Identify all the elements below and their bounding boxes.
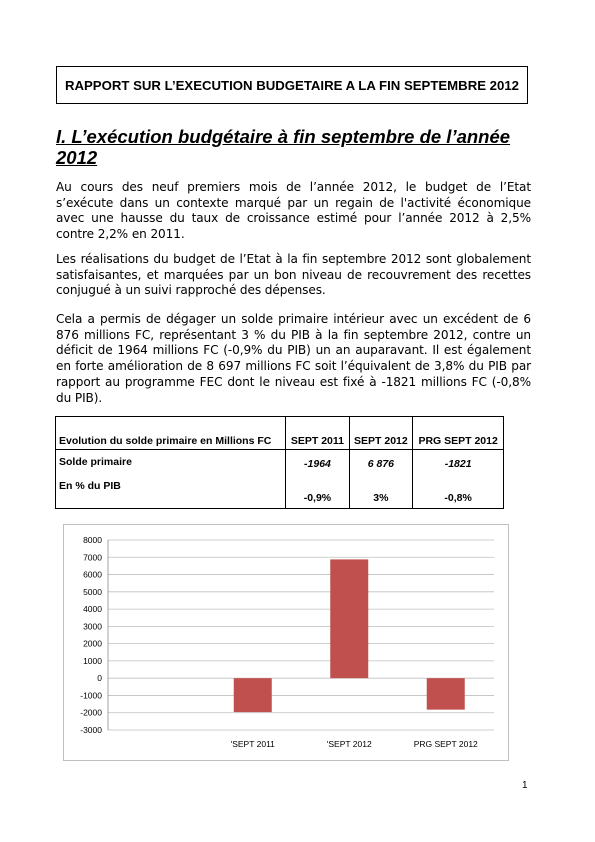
table-header-row: Evolution du solde primaire en Millions … bbox=[54, 416, 504, 450]
x-category-label: 'SEPT 2011 bbox=[231, 739, 276, 749]
page-number: 1 bbox=[522, 780, 528, 791]
y-tick-label: 6000 bbox=[83, 570, 102, 580]
bar-1 bbox=[233, 678, 272, 713]
y-tick-label: 3000 bbox=[83, 621, 102, 631]
bar-3 bbox=[426, 678, 465, 710]
chart-frame: 8000 7000 6000 5000 4000 3000 2000 1000 0 -1000 -2… bbox=[63, 524, 509, 761]
table-cell-sept-2012: 6 876 3% bbox=[348, 449, 414, 509]
solde-sept-2012: 6 876 bbox=[367, 458, 395, 470]
solde-primaire-chart: 8000 7000 6000 5000 4000 3000 2000 1000 0 -1000 -2… bbox=[80, 535, 494, 749]
table-cell-prg-sept-2012: -1821 -0,8% bbox=[412, 449, 504, 509]
bar-2 bbox=[330, 559, 369, 679]
paragraph-2: Les réalisations du budget de l’Etat à l… bbox=[56, 252, 531, 298]
solde-primaire-table: Evolution du solde primaire en Millions … bbox=[54, 416, 504, 509]
paragraph-3: Cela a permis de dégager un solde primai… bbox=[56, 312, 531, 405]
solde-prg-sept-2012: -1821 bbox=[444, 458, 472, 470]
pct-sept-2012: 3% bbox=[373, 492, 389, 504]
table-header-label: Evolution du solde primaire en Millions … bbox=[54, 416, 287, 450]
row-label-solde: Solde primaire bbox=[59, 456, 132, 468]
section-title: I. L’exécution budgétaire à fin septembr… bbox=[56, 126, 511, 168]
paragraph-1: Au cours des neuf premiers mois de l’ann… bbox=[56, 180, 531, 242]
table-header-sept-2012: SEPT 2012 bbox=[348, 416, 414, 450]
y-tick-label: -2000 bbox=[80, 708, 102, 718]
y-tick-label: -1000 bbox=[80, 690, 102, 700]
y-tick-label: 2000 bbox=[83, 639, 102, 649]
x-category-label: PRG SEPT 2012 bbox=[414, 739, 478, 749]
y-tick-label: 8000 bbox=[83, 535, 102, 545]
report-header-box: RAPPORT SUR L’EXECUTION BUDGETAIRE A LA … bbox=[56, 66, 528, 104]
y-tick-label: 5000 bbox=[83, 587, 102, 597]
table-row-labels: Solde primaire En % du PIB bbox=[54, 449, 287, 509]
table-header-sept-2011: SEPT 2011 bbox=[285, 416, 350, 450]
y-tick-label: 4000 bbox=[83, 604, 102, 614]
y-tick-label: 7000 bbox=[83, 552, 102, 562]
y-tick-label: 1000 bbox=[83, 656, 102, 666]
table-cell-sept-2011: -1964 -0,9% bbox=[285, 449, 350, 509]
table-header-prg-sept-2012: PRG SEPT 2012 bbox=[412, 416, 504, 450]
pct-prg-sept-2012: -0,8% bbox=[444, 492, 472, 504]
y-tick-label: 0 bbox=[97, 673, 102, 683]
row-label-pct: En % du PIB bbox=[59, 480, 121, 492]
x-category-label: 'SEPT 2012 bbox=[327, 739, 372, 749]
solde-sept-2011: -1964 bbox=[304, 458, 331, 470]
y-tick-label: -3000 bbox=[80, 725, 102, 735]
table-row: Solde primaire En % du PIB -1964 -0,9% 6… bbox=[54, 449, 504, 509]
report-title: RAPPORT SUR L’EXECUTION BUDGETAIRE A LA … bbox=[64, 78, 520, 93]
pct-sept-2011: -0,9% bbox=[303, 492, 332, 504]
